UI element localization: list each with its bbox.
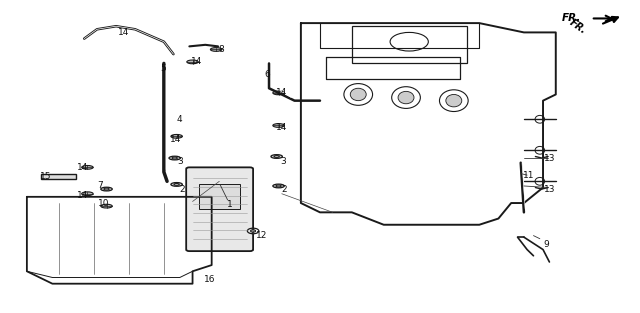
Text: 8: 8 [218,45,224,54]
Ellipse shape [273,91,284,95]
Bar [352,26,467,64]
Bar [41,174,76,179]
Text: 2: 2 [281,185,287,193]
Ellipse shape [171,135,182,138]
Text: 6: 6 [265,70,271,79]
Ellipse shape [350,88,366,101]
Text: 3: 3 [280,156,286,166]
Text: 14: 14 [77,191,89,200]
Ellipse shape [171,182,182,186]
Text: 5: 5 [161,64,166,73]
Ellipse shape [169,156,180,160]
Text: 1: 1 [227,200,232,209]
Text: 10: 10 [97,198,109,208]
Bar [199,184,241,209]
Text: 14: 14 [276,122,287,131]
Text: 7: 7 [97,182,103,191]
Text: FR.: FR. [568,17,588,35]
Ellipse shape [250,230,255,232]
Ellipse shape [273,184,284,188]
FancyBboxPatch shape [186,167,253,251]
Ellipse shape [82,166,93,169]
Text: 12: 12 [256,231,267,240]
Text: 14: 14 [170,135,181,144]
Text: 16: 16 [204,275,216,284]
Text: 11: 11 [524,171,535,180]
Ellipse shape [271,155,282,158]
Text: 14: 14 [118,28,129,37]
Text: 14: 14 [191,57,203,66]
Text: 2: 2 [180,185,185,193]
Ellipse shape [187,60,198,64]
Ellipse shape [398,91,414,104]
Text: FR.: FR. [562,13,581,23]
Text: 3: 3 [177,156,183,166]
Ellipse shape [100,187,112,191]
Text: 13: 13 [543,185,555,193]
Ellipse shape [446,95,462,107]
Text: 13: 13 [543,154,555,162]
Text: 9: 9 [543,240,549,249]
Ellipse shape [211,48,222,51]
Text: 14: 14 [276,88,287,97]
Ellipse shape [273,124,284,127]
Text: 4: 4 [177,115,182,124]
Ellipse shape [100,204,112,208]
Text: 15: 15 [40,172,52,181]
Ellipse shape [82,192,93,196]
Text: 14: 14 [77,163,89,172]
